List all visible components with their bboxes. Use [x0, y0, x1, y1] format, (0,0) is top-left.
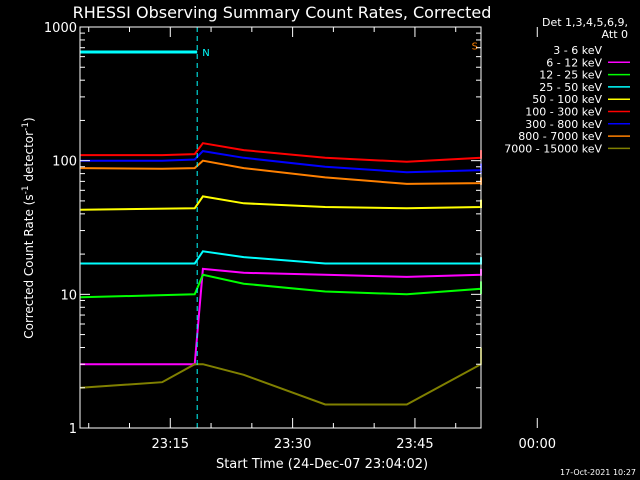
legend-entry-label: 100 - 300 keV	[525, 106, 602, 119]
x-tick-label: 23:45	[396, 437, 433, 452]
footer-date: 17-Oct-2021 10:27	[560, 468, 636, 477]
y-axis-label-sup-2: -1	[21, 122, 31, 131]
x-tick-label: 23:15	[152, 437, 189, 452]
y-tick-label: 1	[69, 422, 77, 437]
x-tick-label: 00:00	[519, 437, 556, 452]
legend-header-line-2: Att 0	[602, 28, 628, 41]
legend-entry-label: 12 - 25 keV	[539, 69, 602, 82]
legend-entry-label: 300 - 800 keV	[525, 118, 602, 131]
flag-bar-label: N	[202, 48, 209, 59]
y-tick-label: 1000	[44, 21, 77, 36]
flag-bar-label: S	[472, 41, 478, 52]
legend-entry-label: 800 - 7000 keV	[518, 130, 602, 143]
x-axis-label: Start Time (24-Dec-07 23:04:02)	[216, 457, 428, 472]
x-tick-label: 23:30	[274, 437, 311, 452]
legend-entry-label: 6 - 12 keV	[546, 56, 602, 69]
legend-entry-label: 3 - 6 keV	[553, 44, 602, 57]
y-tick-label: 10	[60, 288, 77, 303]
y-axis: 1 10 100 1000	[44, 21, 481, 437]
y-axis-label-end: )	[22, 117, 36, 122]
legend-header-line-1: Det 1,3,4,5,6,9,	[542, 16, 628, 29]
y-axis-label-sup-1: -1	[21, 185, 31, 194]
chart-title: RHESSI Observing Summary Count Rates, Co…	[73, 3, 492, 22]
y-axis-label-main: Corrected Count Rate (s	[22, 194, 36, 338]
y-axis-label-mid: detector	[22, 131, 36, 186]
legend-entry-label: 25 - 50 keV	[539, 81, 602, 94]
y-axis-label: Corrected Count Rate (s-1 detector-1)	[21, 117, 36, 338]
legend-entry-label: 7000 - 15000 keV	[504, 142, 602, 155]
y-tick-label: 100	[52, 155, 77, 170]
legend-entry-label: 50 - 100 keV	[532, 93, 602, 106]
plot-frame	[79, 26, 482, 429]
